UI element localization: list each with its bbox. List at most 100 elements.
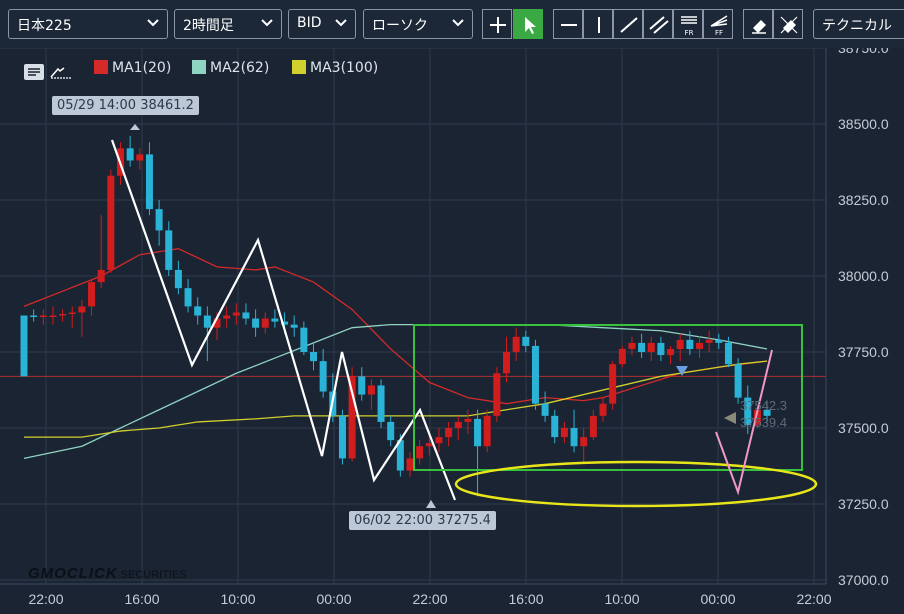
candle [522, 330, 530, 352]
candle-body [184, 288, 192, 307]
timeframe-select[interactable]: 2時間足 [174, 9, 282, 39]
time-tick-label: 22:00 [796, 591, 831, 607]
crosshair-tool-button[interactable] [482, 9, 512, 39]
candle-body [281, 321, 289, 325]
candle [107, 169, 115, 273]
candle [338, 409, 346, 465]
candle [435, 428, 443, 453]
channel-tool-button[interactable] [643, 9, 673, 39]
candle [551, 409, 559, 444]
time-tick-label: 10:00 [220, 591, 255, 607]
symbol-select[interactable]: 日本225 [8, 9, 168, 39]
candle-body [174, 269, 182, 289]
time-axis: 22:00 16:00 10:00 00:00 22:00 16:00 10:00 00:00… [28, 591, 831, 607]
candle [155, 200, 163, 246]
pointer-tool-button[interactable] [513, 9, 543, 39]
candle [290, 315, 298, 337]
candle-body [136, 154, 144, 161]
candle [696, 336, 703, 359]
time-tick-label: 22:00 [412, 591, 447, 607]
chart-style-select[interactable]: ローソク [363, 9, 473, 39]
crosshair-icon [490, 17, 506, 33]
candle [300, 321, 308, 356]
projection-drawing [715, 349, 773, 496]
candle [126, 135, 134, 167]
candle-body [223, 315, 231, 319]
chart-menu-icon[interactable] [24, 64, 44, 80]
symbol-select-value: 日本225 [17, 18, 72, 34]
time-tick-label: 16:00 [124, 591, 159, 607]
candle-body [252, 318, 260, 328]
time-tick-label: 00:00 [700, 591, 735, 607]
toolbar: 日本225 2時間足 BID ローソク [0, 0, 904, 48]
candle [512, 327, 520, 362]
candle-body [454, 421, 462, 428]
candle [676, 333, 684, 362]
legend-ma1[interactable]: MA1(20) [94, 60, 171, 78]
candle-body [59, 314, 67, 316]
candle [310, 342, 317, 371]
candle-body [49, 315, 57, 318]
candle-body [522, 336, 530, 346]
trend-line-tool-button[interactable] [613, 9, 643, 39]
vertical-line-icon [598, 17, 600, 33]
candle-body [589, 415, 597, 438]
technical-button[interactable]: テクニカル [813, 9, 904, 39]
candle-body [609, 364, 617, 404]
time-tick-label: 10:00 [604, 591, 639, 607]
candle-body [203, 315, 211, 328]
candle-body [705, 339, 713, 343]
candle [165, 221, 173, 276]
candle [599, 397, 607, 422]
legend-ma3-label: MA3(100) [310, 60, 379, 76]
eraser-tool-button[interactable] [743, 9, 773, 39]
candle [657, 336, 665, 362]
legend-ma3[interactable]: MA3(100) [292, 60, 378, 78]
legend-ma2-swatch [192, 60, 206, 74]
candle [715, 333, 723, 349]
candle-body [483, 415, 491, 447]
candle [474, 409, 482, 497]
fibonacci-retracement-tool-button[interactable]: FR [673, 9, 703, 39]
fibonacci-retracement-label: FR [685, 29, 694, 37]
candle [724, 336, 732, 368]
candle [39, 309, 47, 325]
candle [580, 428, 588, 465]
candle-body [551, 415, 559, 438]
chart-type-icon[interactable] [50, 64, 74, 80]
candle-body [300, 327, 308, 352]
fibonacci-fan-tool-button[interactable]: FF [703, 9, 733, 39]
alert-marker-icon [676, 366, 688, 376]
eraser-all-tool-button[interactable] [773, 9, 803, 39]
candle-body [474, 418, 482, 447]
vertical-line-tool-button[interactable] [583, 9, 613, 39]
timeframe-select-value: 2時間足 [183, 18, 234, 34]
low-marker-icon [426, 500, 436, 508]
candle-body [261, 318, 269, 328]
high-tooltip: 05/29 14:00 38461.2 [52, 96, 199, 115]
candle [609, 361, 617, 410]
price-tag-1: 37542.3 [740, 398, 787, 413]
chevron-down-icon [147, 15, 159, 34]
candle-body [763, 409, 771, 416]
candle-body [580, 437, 588, 447]
horizontal-line-icon [561, 24, 577, 26]
candle [686, 330, 694, 356]
price-tags: 37542.3 37539.4 [724, 398, 787, 430]
candle-body [734, 364, 742, 398]
price-type-select[interactable]: BID [288, 9, 356, 39]
legend-ma2[interactable]: MA2(62) [192, 60, 269, 78]
horizontal-line-tool-button[interactable] [553, 9, 583, 39]
trend-line-icon [620, 17, 638, 33]
candle [541, 391, 549, 422]
price-tick-label: 37000.0 [838, 572, 889, 588]
candle [184, 279, 192, 313]
candle-body [686, 339, 694, 349]
candle [416, 440, 424, 465]
candle-body [213, 318, 221, 328]
candle-body [377, 385, 385, 422]
candle-body [416, 446, 424, 459]
candle [242, 303, 250, 325]
candle [454, 415, 462, 441]
price-tick-label: 37500.0 [838, 420, 889, 436]
